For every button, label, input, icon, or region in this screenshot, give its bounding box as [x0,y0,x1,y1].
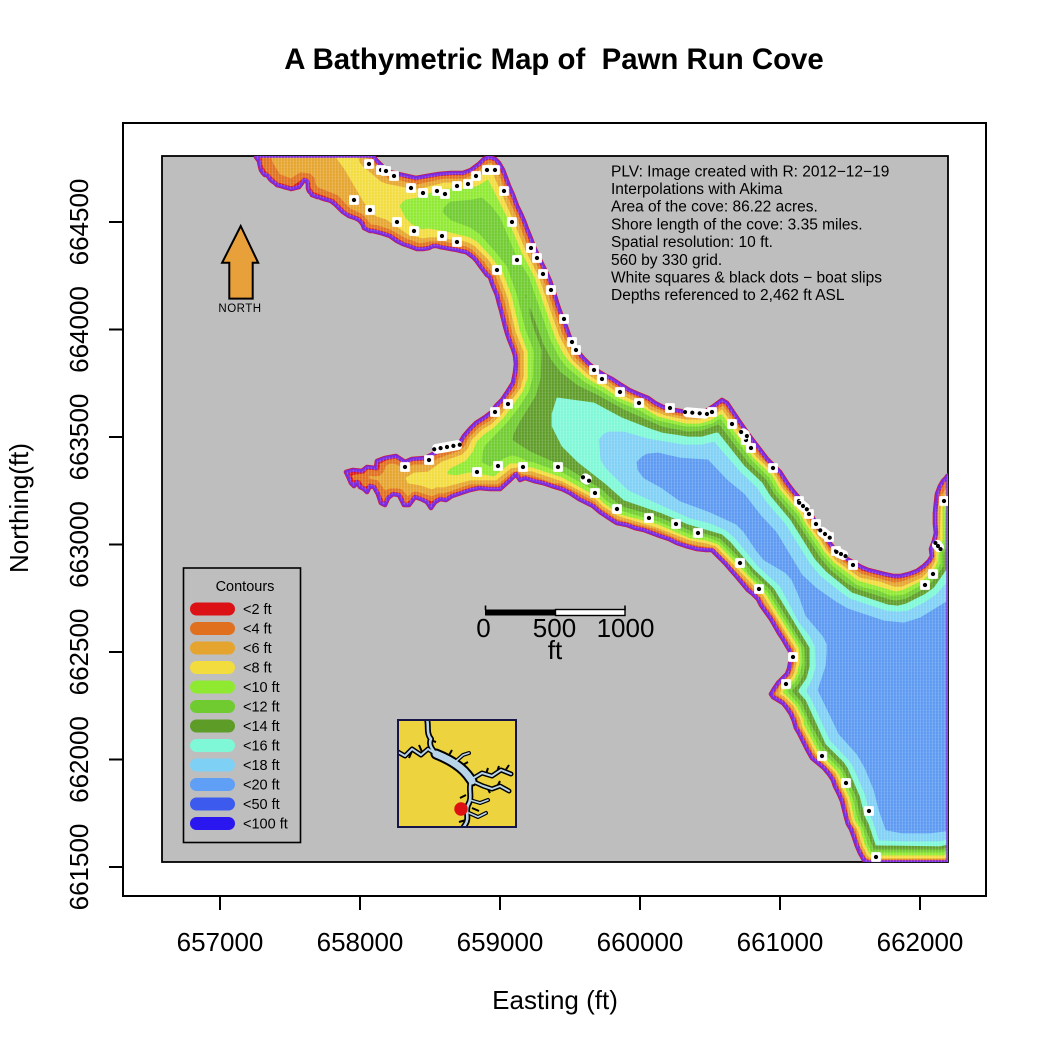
svg-text:Contours: Contours [216,579,275,595]
svg-text:<16 ft: <16 ft [243,739,280,755]
svg-text:<2 ft: <2 ft [243,602,272,618]
svg-text:662500: 662500 [64,609,94,696]
svg-text:659000: 659000 [457,927,544,957]
svg-text:664000: 664000 [64,286,94,373]
svg-text:Depths referenced to 2,462 ft: Depths referenced to 2,462 ft ASL [611,287,845,304]
svg-text:560 by 330 grid.: 560 by 330 grid. [611,252,722,269]
svg-text:A Bathymetric Map of Pawn Run: A Bathymetric Map of Pawn Run Cove [284,43,823,76]
svg-text:White squares & black dots − b: White squares & black dots − boat slips [611,270,882,287]
svg-text:ft: ft [548,635,563,665]
svg-text:658000: 658000 [317,927,404,957]
svg-text:662000: 662000 [64,716,94,803]
svg-text:<50 ft: <50 ft [243,797,280,813]
svg-text:Easting (ft): Easting (ft) [492,985,618,1015]
svg-text:<4 ft: <4 ft [243,622,272,638]
svg-text:NORTH: NORTH [218,303,261,315]
svg-text:500: 500 [533,613,576,643]
svg-text:Shore length of the cove: 3.35: Shore length of the cove: 3.35 miles. [611,216,863,233]
svg-text:663000: 663000 [64,501,94,588]
svg-text:1000: 1000 [597,613,655,643]
svg-text:660000: 660000 [597,927,684,957]
svg-text:<100 ft: <100 ft [243,817,288,833]
svg-text:<10 ft: <10 ft [243,680,280,696]
svg-text:Spatial resolution: 10 ft.: Spatial resolution: 10 ft. [611,234,773,251]
svg-text:Area of the cove: 86.22 acres.: Area of the cove: 86.22 acres. [611,199,818,216]
svg-text:663500: 663500 [64,394,94,481]
svg-text:662000: 662000 [877,927,964,957]
svg-text:<6 ft: <6 ft [243,641,272,657]
svg-text:<20 ft: <20 ft [243,778,280,794]
svg-text:<12 ft: <12 ft [243,700,280,716]
svg-text:657000: 657000 [177,927,264,957]
svg-text:<14 ft: <14 ft [243,719,280,735]
svg-text:661500: 661500 [64,824,94,911]
svg-text:661000: 661000 [737,927,824,957]
svg-text:<18 ft: <18 ft [243,758,280,774]
svg-text:Northing(ft): Northing(ft) [4,443,34,573]
svg-text:Interpolations with Akima: Interpolations with Akima [611,181,783,198]
svg-text:<8 ft: <8 ft [243,661,272,677]
svg-text:0: 0 [476,613,490,643]
svg-text:PLV: Image created with R: 201: PLV: Image created with R: 2012−12−19 [611,163,889,180]
svg-text:664500: 664500 [64,179,94,266]
